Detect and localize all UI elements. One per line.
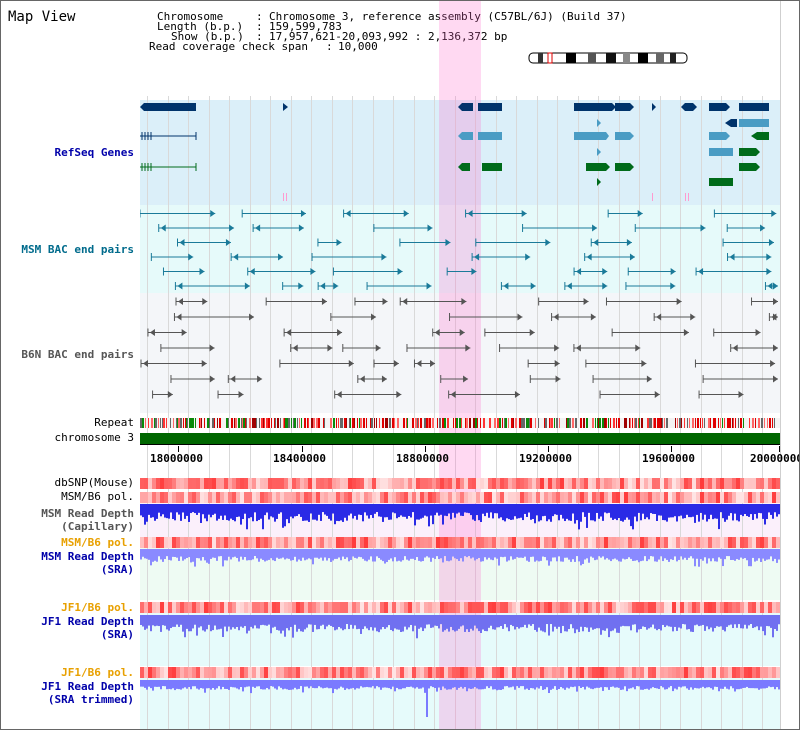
track-label-chromosome: chromosome 3 xyxy=(54,431,134,444)
axis-tick-label: 18000000 xyxy=(150,452,203,465)
info-chromosome-label: Chromosome xyxy=(157,10,224,23)
info-show-label: Show (b.p.) xyxy=(171,30,244,43)
msm-read-depth-capillary[interactable] xyxy=(140,504,780,530)
info-show-sep: : xyxy=(256,30,263,43)
track-label-msm-b6-pol: MSM/B6 pol. xyxy=(61,490,134,503)
track-label-repeat: Repeat xyxy=(94,416,134,429)
info-chromosome-value: Chromosome 3, reference assembly (C57BL/… xyxy=(269,10,627,23)
msm-b6-pol-strip-2[interactable] xyxy=(140,537,780,548)
info-chromosome-sep: : xyxy=(256,10,263,23)
track-label-dbsnp: dbSNP(Mouse) xyxy=(54,476,134,489)
axis-tick-label: 20000000 xyxy=(750,452,800,465)
b6n-bac-bg xyxy=(140,293,780,413)
jf1-b6-pol-strip[interactable] xyxy=(140,602,780,613)
axis-tick-label: 19200000 xyxy=(519,452,572,465)
info-coverage-sep: : xyxy=(326,40,333,53)
info-coverage-value: 10,000 xyxy=(338,40,378,53)
axis-tick-label: 18800000 xyxy=(396,452,449,465)
info-coverage-label: Read coverage check span xyxy=(149,40,308,53)
axis-tick-mark xyxy=(779,446,780,452)
refseq-bg xyxy=(140,100,780,205)
track-label-b6n-bac: B6N BAC end pairs xyxy=(21,348,134,361)
chromosome-ideogram-icon[interactable] xyxy=(528,52,690,64)
info-show-value: 17,957,621-20,093,992 : 2,136,372 bp xyxy=(269,30,508,43)
jf1-b6-pol-strip-2[interactable] xyxy=(140,667,780,678)
chromosome-bar[interactable] xyxy=(140,433,780,444)
axis-tick-mark xyxy=(671,446,672,452)
refseq-genes-track[interactable] xyxy=(140,100,780,205)
track-label-msm-bac: MSM BAC end pairs xyxy=(21,243,134,256)
jf1-read-depth-sra-trimmed[interactable] xyxy=(140,680,780,720)
msm-b6-pol-strip[interactable] xyxy=(140,492,780,503)
axis-tick-label: 18400000 xyxy=(273,452,326,465)
track-label-msm-depth-sra: MSM Read Depth (SRA) xyxy=(41,550,134,576)
axis-tick-mark xyxy=(548,446,549,452)
app-title: Map View xyxy=(8,9,76,25)
track-label-jf1-b6-pol: JF1/B6 pol. xyxy=(61,601,134,614)
track-label-msm-b6-pol-2: MSM/B6 pol. xyxy=(61,536,134,549)
dbsnp-strip[interactable] xyxy=(140,478,780,489)
b6n-bac-end-pairs-track[interactable] xyxy=(140,293,780,413)
repeat-track[interactable] xyxy=(140,418,780,428)
info-length-sep: : xyxy=(256,20,263,33)
track-label-refseq-genes: RefSeq Genes xyxy=(54,146,134,159)
msm-bac-end-pairs-track[interactable] xyxy=(140,205,780,293)
track-label-jf1-depth-sra: JF1 Read Depth (SRA) xyxy=(41,615,134,641)
track-label-jf1-depth-sra-trimmed: JF1 Read Depth (SRA trimmed) xyxy=(41,680,134,706)
axis-tick-label: 19600000 xyxy=(642,452,695,465)
msm-bac-bg xyxy=(140,205,780,293)
axis-tick-mark xyxy=(178,446,179,452)
msm-read-depth-sra[interactable] xyxy=(140,549,780,589)
axis-tick-mark xyxy=(425,446,426,452)
track-label-jf1-b6-pol-2: JF1/B6 pol. xyxy=(61,666,134,679)
jf1-read-depth-sra[interactable] xyxy=(140,615,780,645)
info-length-label: Length (b.p.) xyxy=(157,20,244,33)
info-length-value: 159,599,783 xyxy=(269,20,342,33)
axis-line xyxy=(140,444,780,445)
track-label-msm-depth-capillary: MSM Read Depth (Capillary) xyxy=(41,507,134,533)
axis-tick-mark xyxy=(302,446,303,452)
